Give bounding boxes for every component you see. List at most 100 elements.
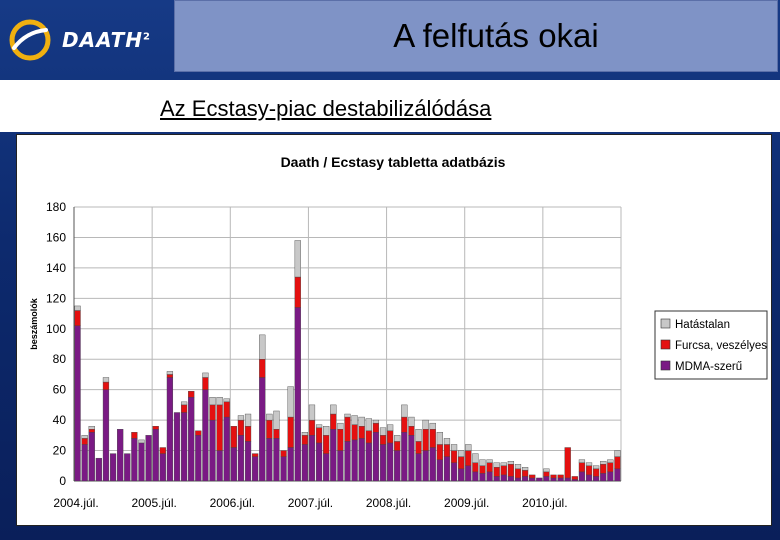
x-tick-label: 2004.júl. — [53, 496, 98, 510]
legend-label: MDMA-szerű — [675, 361, 742, 373]
bar-segment-mdma — [436, 459, 443, 482]
bar-segment-furcsa — [344, 416, 351, 442]
bar-segment-furcsa — [365, 430, 372, 444]
bar-segment-furcsa — [280, 450, 287, 457]
bar-segment-mdma — [337, 450, 344, 482]
bar-segment-mdma — [266, 438, 273, 482]
bar-segment-furcsa — [521, 470, 529, 477]
bar-segment-furcsa — [529, 474, 536, 479]
bar-segment-furcsa — [379, 435, 387, 445]
bar-segment-mdma — [188, 397, 195, 482]
bar-segment-mdma — [252, 456, 259, 482]
bar-segment-hatastalan — [180, 401, 188, 406]
chart-frame: Daath / Ecstasy tabletta adatbázis beszá… — [16, 134, 772, 526]
bar-segment-hatastalan — [273, 410, 280, 430]
bar-segment-hatastalan — [323, 426, 330, 436]
bar-segment-hatastalan — [443, 438, 451, 445]
y-tick-label: 120 — [46, 291, 66, 305]
bar-segment-mdma — [465, 465, 472, 482]
legend-label: Furcsa, veszélyes — [675, 340, 767, 352]
bar-segment-mdma — [81, 444, 88, 482]
y-tick-label: 80 — [53, 352, 67, 366]
page-title: A felfutás okai — [393, 17, 599, 54]
bar-segment-furcsa — [266, 419, 273, 439]
bar-segment-hatastalan — [543, 468, 550, 473]
bar-segment-hatastalan — [401, 404, 408, 418]
bar-segment-mdma — [401, 432, 408, 482]
bar-segment-furcsa — [600, 464, 607, 474]
bar-segment-mdma — [458, 468, 465, 482]
bar-segment-mdma — [500, 474, 507, 482]
bar-segment-hatastalan — [493, 462, 500, 468]
bar-segment-mdma — [152, 429, 159, 482]
bar-segment-furcsa — [216, 404, 223, 451]
bar-segment-hatastalan — [500, 462, 507, 466]
bar-segment-mdma — [308, 435, 316, 482]
bar-segment-furcsa — [394, 441, 401, 451]
bar-segment-mdma — [529, 477, 536, 482]
bar-segment-mdma — [223, 416, 230, 482]
bar-segment-mdma — [351, 439, 358, 482]
bar-segment-mdma — [600, 473, 607, 482]
bar-segment-furcsa — [550, 474, 557, 479]
bar-segment-hatastalan — [287, 386, 294, 418]
bar-segment-mdma — [244, 441, 252, 482]
bar-segment-hatastalan — [294, 240, 301, 278]
bar-segment-furcsa — [237, 419, 245, 436]
bar-segment-furcsa — [543, 471, 550, 477]
legend: Hatástalan Furcsa, veszélyes MDMA-szerű — [654, 310, 768, 380]
bar-segment-mdma — [294, 307, 301, 482]
bar-segment-mdma — [557, 477, 564, 482]
bar-segment-hatastalan — [81, 435, 88, 439]
bar-segment-mdma — [486, 471, 493, 482]
bar-segment-furcsa — [166, 374, 174, 378]
bar-segment-hatastalan — [472, 453, 479, 463]
bar-segment-furcsa — [358, 426, 365, 439]
bar-segment-mdma — [145, 435, 152, 482]
bar-segment-furcsa — [479, 465, 486, 474]
bar-segment-hatastalan — [202, 372, 209, 378]
bar-segment-mdma — [514, 477, 522, 482]
legend-label: Hatástalan — [675, 319, 730, 331]
bar-segment-mdma — [117, 429, 124, 482]
bar-segment-mdma — [422, 450, 429, 482]
bar-segment-mdma — [507, 476, 515, 482]
bar-segment-hatastalan — [351, 415, 358, 425]
bar-segment-furcsa — [88, 429, 95, 433]
bar-segment-furcsa — [408, 426, 415, 436]
bar-segment-mdma — [408, 435, 415, 482]
bar-segment-furcsa — [422, 429, 429, 451]
bar-segment-mdma — [216, 450, 223, 482]
bar-segment-mdma — [394, 450, 401, 482]
bar-segment-mdma — [102, 389, 110, 482]
daath-logo-mark — [9, 19, 51, 61]
bar-segment-furcsa — [202, 377, 209, 390]
x-tick-label: 2008.júl. — [366, 496, 411, 510]
bar-segment-furcsa — [74, 310, 81, 326]
bar-segment-hatastalan — [607, 459, 614, 463]
bar-segment-hatastalan — [237, 415, 245, 421]
bar-segment-furcsa — [351, 424, 358, 441]
y-tick-label: 140 — [46, 261, 66, 275]
bar-segment-hatastalan — [387, 424, 394, 431]
y-tick-label: 100 — [46, 322, 66, 336]
bar-segment-furcsa — [195, 430, 202, 436]
bar-segment-hatastalan — [88, 426, 95, 430]
bar-segment-hatastalan — [315, 424, 323, 428]
bar-segment-furcsa — [415, 441, 422, 454]
bar-segment-furcsa — [315, 427, 323, 444]
bar-segment-hatastalan — [507, 461, 515, 465]
bar-segment-mdma — [450, 462, 458, 482]
bar-segment-mdma — [237, 435, 245, 482]
bar-segment-hatastalan — [102, 377, 110, 383]
bar-segment-hatastalan — [166, 371, 174, 375]
daath-logo: DAATH2 — [0, 0, 168, 80]
bar-segment-hatastalan — [408, 416, 415, 427]
bar-segment-mdma — [358, 438, 365, 482]
bar-segment-furcsa — [308, 419, 316, 436]
bar-segment-hatastalan — [486, 459, 493, 463]
bar-segment-furcsa — [102, 381, 110, 390]
bar-segment-hatastalan — [436, 432, 443, 445]
bar-segment-mdma — [323, 453, 330, 482]
bar-segment-mdma — [493, 476, 500, 482]
